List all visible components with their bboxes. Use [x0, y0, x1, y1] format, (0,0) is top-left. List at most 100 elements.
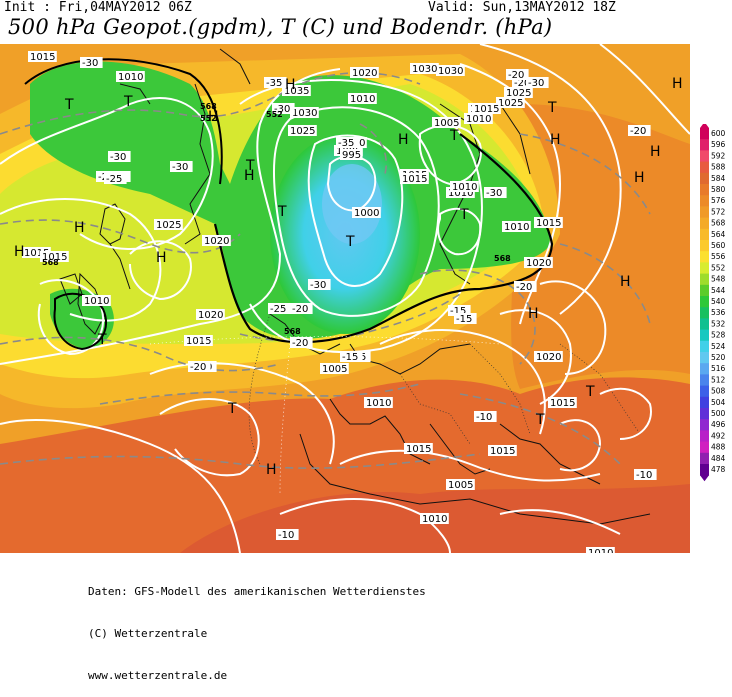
temperature-label: -30: [80, 57, 103, 69]
svg-text:1010: 1010: [448, 188, 473, 199]
legend-level-label: 596: [711, 140, 726, 149]
svg-text:-25: -25: [270, 304, 286, 315]
low-pressure-marker: T: [245, 158, 255, 174]
pressure-label: 1020: [534, 351, 563, 363]
legend-level-label: 564: [711, 230, 726, 239]
legend-color-swatch: [700, 139, 709, 151]
svg-text:1010: 1010: [350, 94, 375, 105]
legend-level-label: 488: [711, 443, 726, 452]
legend-color-swatch: [700, 464, 709, 476]
website-link[interactable]: www.wetterzentrale.de: [88, 669, 228, 682]
temperature-label-layer: -30-35-30-25-30-30-35-25-30-20-25-20-20-…: [80, 57, 657, 541]
svg-text:-30: -30: [486, 188, 502, 199]
legend-color-swatch: [700, 307, 709, 319]
temperature-label: -10: [474, 411, 497, 423]
temperature-label: -35: [336, 137, 359, 149]
temperature-label: -20: [628, 125, 651, 137]
temperature-label: -20: [188, 361, 211, 373]
legend-level-label: 572: [711, 207, 726, 216]
svg-text:-15: -15: [450, 306, 466, 317]
svg-text:1015: 1015: [406, 444, 431, 455]
legend-level-label: 512: [711, 375, 726, 384]
svg-text:-20: -20: [508, 70, 524, 81]
legend-level-label: 536: [711, 308, 726, 317]
pressure-label: 1015: [22, 247, 51, 259]
svg-text:1010: 1010: [366, 398, 391, 409]
pressure-label: 1015: [534, 217, 563, 229]
legend-color-swatch: [700, 184, 709, 196]
pressure-label: 1025: [496, 97, 525, 109]
svg-text:995: 995: [342, 150, 361, 161]
svg-text:-20: -20: [516, 282, 532, 293]
temperature-label: -20: [290, 337, 313, 349]
legend-level-label: 568: [711, 219, 726, 228]
temperature-label: -15: [448, 305, 471, 317]
pressure-label: 995: [340, 149, 363, 161]
legend-color-swatch: [700, 396, 709, 409]
svg-text:1030: 1030: [292, 108, 317, 119]
temperature-label: -30: [108, 151, 131, 163]
svg-text:-30: -30: [172, 162, 188, 173]
pressure-label: 1025: [288, 125, 317, 137]
svg-text:1025: 1025: [290, 126, 315, 137]
high-pressure-marker: H: [398, 132, 409, 148]
legend-level-label: 544: [711, 286, 726, 295]
svg-text:1010: 1010: [118, 72, 143, 83]
copyright: (C) Wetterzentrale: [88, 627, 208, 640]
pressure-label: 1010: [420, 513, 449, 525]
svg-text:1010: 1010: [466, 114, 491, 125]
svg-text:1005: 1005: [322, 364, 347, 375]
map-title: 500 hPa Geopot.(gpdm), T (C) und Bodendr…: [8, 15, 553, 39]
pressure-label: 1015: [548, 397, 577, 409]
pressure-label: 1015: [28, 51, 57, 63]
legend-color-swatch: [700, 161, 709, 174]
pressure-label: 1010: [348, 93, 377, 105]
svg-text:1000: 1000: [354, 208, 379, 219]
temperature-label: -10: [276, 529, 299, 541]
svg-text:1010: 1010: [452, 182, 477, 193]
legend-color-swatch: [700, 340, 709, 353]
svg-text:1025: 1025: [156, 220, 181, 231]
svg-text:1020: 1020: [352, 68, 377, 79]
svg-text:1015: 1015: [490, 446, 515, 457]
pressure-label: 1010: [464, 113, 493, 125]
low-pressure-marker: T: [345, 234, 355, 250]
geopotential-label: 568: [200, 102, 217, 111]
legend-color-swatch: [700, 296, 709, 308]
svg-text:1030: 1030: [438, 66, 463, 77]
svg-text:-35: -35: [338, 138, 354, 149]
legend-level-label: 588: [711, 163, 726, 172]
temperature-label: -20: [514, 281, 537, 293]
svg-text:1020: 1020: [536, 352, 561, 363]
legend-color-swatch: [700, 329, 709, 342]
legend-color-swatch: [700, 172, 709, 185]
svg-text:-30: -30: [310, 280, 326, 291]
high-pressure-marker: H: [650, 144, 661, 160]
pressure-label: 1015: [488, 445, 517, 457]
temperature-label: -10: [634, 469, 657, 481]
borders: [248, 313, 641, 465]
legend-color-swatch: [700, 352, 709, 364]
legend-level-label: 508: [711, 387, 726, 396]
pressure-label: 1005: [320, 363, 349, 375]
svg-text:-20: -20: [292, 304, 308, 315]
pressure-label: 1010: [116, 71, 145, 83]
legend-level-label: 556: [711, 252, 726, 261]
pressure-label: 1010: [364, 397, 393, 409]
low-pressure-marker: T: [449, 128, 459, 144]
legend-color-swatch: [700, 318, 709, 331]
high-pressure-marker: H: [620, 274, 631, 290]
temperature-label: -30: [526, 77, 549, 89]
svg-text:-30: -30: [528, 78, 544, 89]
geopotential-contour-552-west: [53, 292, 108, 351]
temperature-label: -15: [454, 313, 477, 325]
low-pressure-marker: T: [277, 204, 287, 220]
temperature-label: -35: [264, 77, 287, 89]
legend-color-swatch: [700, 284, 709, 297]
footer: Daten: GFS-Modell des amerikanischen Wet…: [88, 557, 426, 697]
legend-color-swatch: [700, 240, 709, 252]
legend-color-swatch: [700, 385, 709, 398]
legend-level-label: 524: [711, 342, 726, 351]
svg-text:1015: 1015: [550, 398, 575, 409]
svg-text:-35: -35: [266, 78, 282, 89]
